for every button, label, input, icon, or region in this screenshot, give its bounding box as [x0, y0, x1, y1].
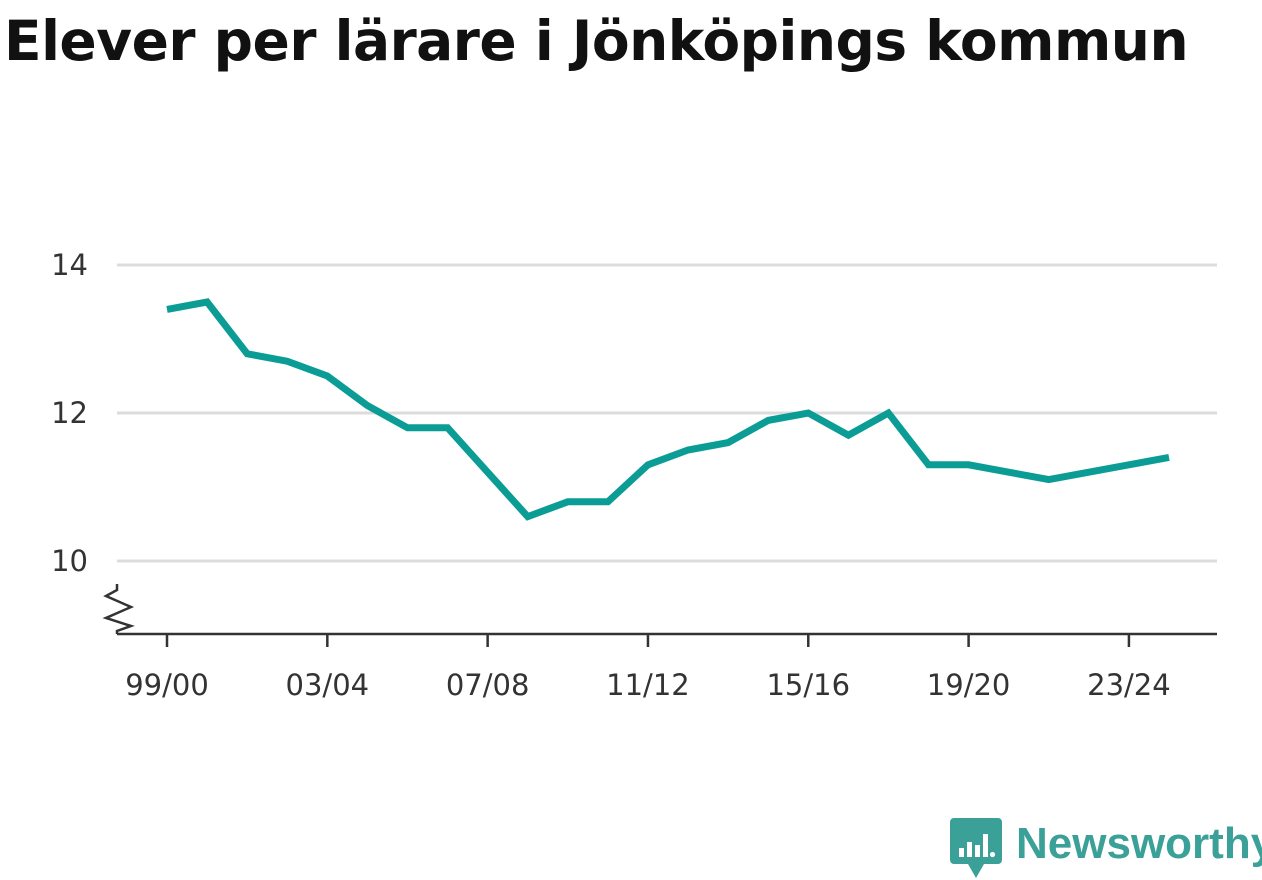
data-point	[164, 306, 170, 312]
x-tick-label: 03/04	[286, 668, 370, 702]
data-point	[765, 417, 771, 423]
brand-name: Newsworthy	[1016, 819, 1262, 868]
x-tick-label: 23/24	[1087, 668, 1171, 702]
data-point	[445, 425, 451, 431]
series-line	[166, 298, 1170, 521]
data-point	[404, 425, 410, 431]
data-point	[1046, 477, 1052, 483]
y-tick-label: 14	[51, 248, 88, 282]
data-point	[1006, 469, 1012, 475]
chart-title: Elever per lärare i Jönköpings kommun	[4, 9, 1189, 73]
bar-chart-speech-bubble-icon	[950, 818, 1002, 878]
data-point	[244, 351, 250, 357]
data-point	[485, 469, 491, 475]
newsworthy-logo: Newsworthy	[950, 818, 1262, 880]
data-point	[1126, 462, 1132, 468]
data-point	[605, 499, 611, 505]
axis-break-icon	[102, 584, 135, 634]
grid-lines	[117, 263, 1217, 563]
data-point	[1166, 454, 1172, 460]
data-point	[204, 299, 210, 305]
tick-labels: 10 12 14 99/00 03/04 07/08 11/12 15/16 19/20 23/2…	[51, 248, 1171, 702]
data-point	[926, 462, 932, 468]
x-tick-label: 15/16	[766, 668, 850, 702]
data-point	[966, 462, 972, 468]
data-point	[284, 358, 290, 364]
y-tick-label: 10	[51, 544, 88, 578]
data-point	[1086, 469, 1092, 475]
data-point	[885, 410, 891, 416]
x-tick-label: 19/20	[927, 668, 1011, 702]
data-point	[725, 440, 731, 446]
series-layer	[164, 298, 1172, 521]
x-tick-label: 07/08	[446, 668, 530, 702]
data-point	[805, 410, 811, 416]
data-point	[845, 432, 851, 438]
axes	[102, 584, 1217, 647]
data-point	[645, 462, 651, 468]
data-point	[685, 447, 691, 453]
y-tick-label: 12	[51, 396, 88, 430]
data-point	[525, 514, 531, 520]
data-point	[565, 499, 571, 505]
data-point	[364, 403, 370, 409]
x-tick-label: 99/00	[125, 668, 209, 702]
x-tick-label: 11/12	[606, 668, 690, 702]
data-point	[324, 373, 330, 379]
